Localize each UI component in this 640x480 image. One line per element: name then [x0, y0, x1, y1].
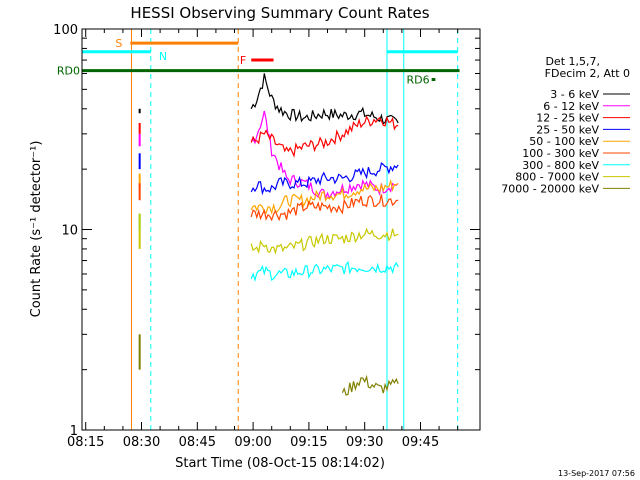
y-tick-label: 10 — [61, 224, 78, 239]
legend-label: 300 - 800 keV — [522, 159, 599, 172]
series-group — [138, 213, 399, 283]
series-group — [138, 334, 399, 396]
x-tick-label: 09:00 — [234, 435, 271, 450]
legend-label: 50 - 100 keV — [529, 135, 599, 148]
legend-label: 12 - 25 keV — [536, 112, 599, 125]
annotation-label: RD0 — [57, 65, 80, 78]
series-group — [138, 110, 399, 201]
annotation-label: N — [159, 50, 167, 63]
series-group — [138, 153, 399, 196]
series-line — [250, 115, 399, 158]
x-tick-label: 08:30 — [123, 435, 160, 450]
legend-label: 25 - 50 keV — [536, 123, 599, 136]
legend-label: 6 - 12 keV — [543, 100, 599, 113]
x-tick-label: 09:30 — [346, 435, 383, 450]
series-group — [138, 213, 399, 255]
series-line — [250, 227, 399, 255]
y-tick-label: 1 — [70, 424, 78, 439]
y-tick-label: 100 — [53, 23, 78, 38]
legend-label: 7000 - 20000 keV — [501, 182, 599, 195]
plot-frame — [81, 28, 481, 431]
x-axis-label: Start Time (08-Oct-15 08:14:02) — [175, 456, 385, 471]
legend-header-1: Det 1,5,7, — [545, 55, 600, 68]
timestamp: 13-Sep-2017 07:56 — [558, 469, 635, 478]
annotation-label: RD6 — [407, 73, 430, 86]
series-group — [138, 73, 399, 125]
legend-label: 3 - 6 keV — [550, 88, 599, 101]
y-axis-label: Count Rate (s⁻¹ detector⁻¹) — [29, 141, 44, 318]
series-line — [250, 194, 399, 222]
chart-title: HESSI Observing Summary Count Rates — [130, 4, 429, 22]
x-tick-label: 09:15 — [290, 435, 327, 450]
series-line — [341, 374, 399, 396]
series-group — [138, 173, 399, 216]
annotation-label: S — [115, 37, 122, 50]
legend-label: 800 - 7000 keV — [515, 171, 599, 184]
series-line — [250, 162, 399, 196]
annotation-label: F — [240, 54, 246, 67]
series-group — [138, 115, 399, 158]
series-line — [250, 178, 399, 216]
series-line — [250, 73, 399, 125]
legend-header-2: FDecim 2, Att 0 — [545, 67, 630, 80]
x-tick-label: 08:15 — [67, 435, 104, 450]
legend-label: 100 - 300 keV — [522, 147, 599, 160]
x-tick-label: 09:45 — [402, 435, 439, 450]
series-group — [138, 183, 399, 222]
series-line — [250, 260, 399, 283]
x-tick-label: 08:45 — [179, 435, 216, 450]
